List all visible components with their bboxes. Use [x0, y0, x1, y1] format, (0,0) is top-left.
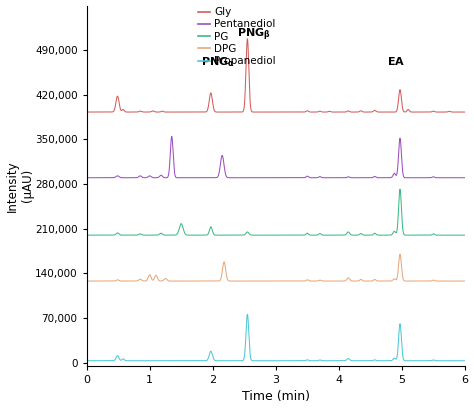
Legend: Gly, Pentanediol, PG, DPG, Propanediol: Gly, Pentanediol, PG, DPG, Propanediol: [198, 7, 276, 66]
Y-axis label: Intensity
(μAU): Intensity (μAU): [6, 160, 34, 211]
Text: $\mathbf{PNG_{\alpha}}$: $\mathbf{PNG_{\alpha}}$: [201, 55, 235, 69]
Text: $\mathbf{EA}$: $\mathbf{EA}$: [387, 55, 406, 67]
X-axis label: Time (min): Time (min): [242, 391, 310, 403]
Text: $\mathbf{PNG_{\beta}}$: $\mathbf{PNG_{\beta}}$: [237, 27, 271, 43]
